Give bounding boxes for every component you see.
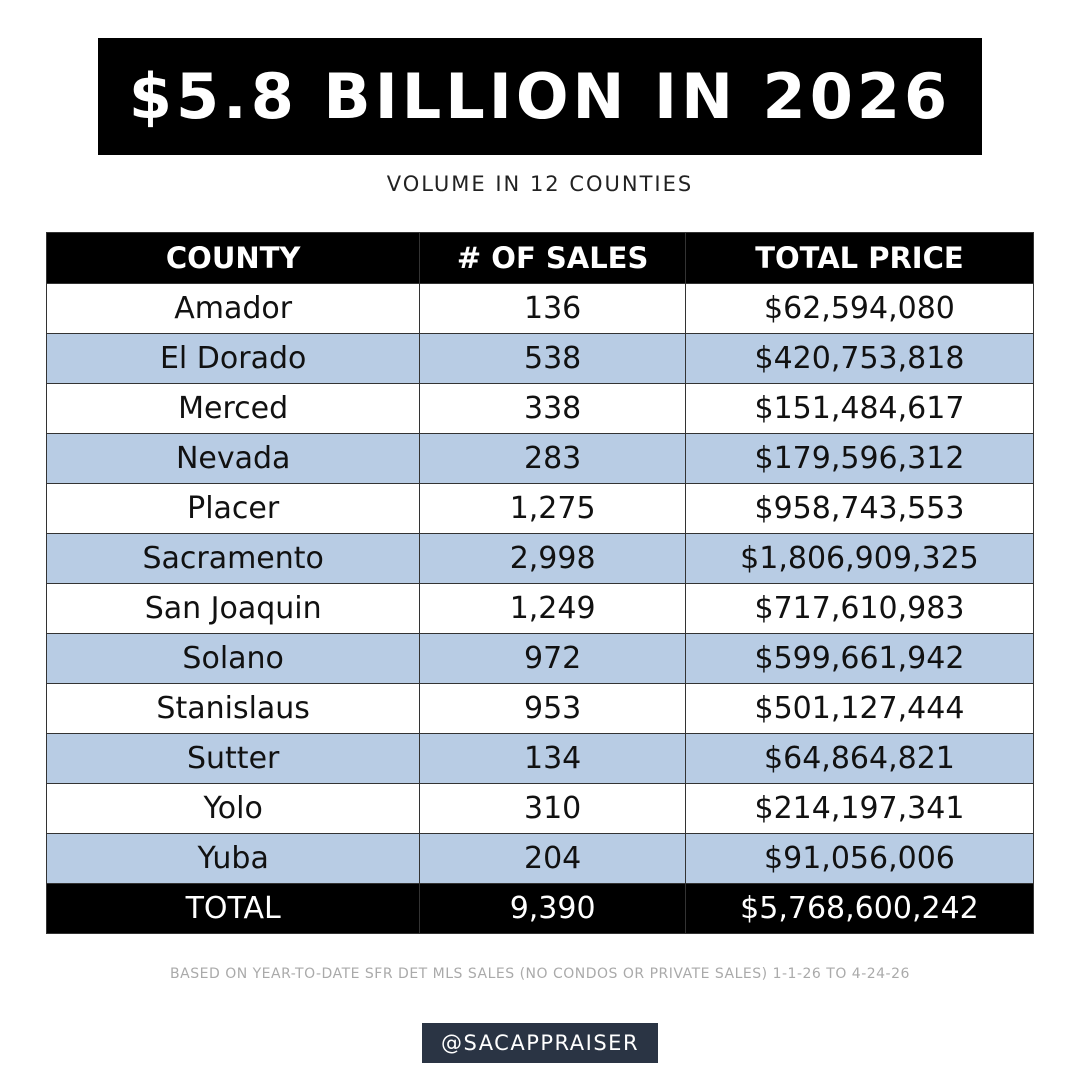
table-cell: $64,864,821 (684, 733, 1035, 784)
table-row: Sutter 134 $64,864,821 (45, 733, 1035, 784)
column-header: # OF SALES (419, 232, 686, 284)
table-cell: 1,249 (419, 583, 686, 634)
table-cell: 136 (419, 283, 686, 334)
table-cell: 134 (419, 733, 686, 784)
table-cell: 283 (419, 433, 686, 484)
table-cell: $958,743,553 (684, 483, 1035, 534)
table-row: Placer 1,275 $958,743,553 (45, 483, 1035, 534)
table-cell: 2,998 (419, 533, 686, 584)
total-cell: TOTAL (45, 883, 421, 934)
table-cell: 972 (419, 633, 686, 684)
table-cell: 538 (419, 333, 686, 384)
subtitle: VOLUME IN 12 COUNTIES (386, 172, 694, 196)
table-cell: 953 (419, 683, 686, 734)
table-cell: $214,197,341 (684, 783, 1035, 834)
table-cell: Stanislaus (45, 683, 421, 734)
table-cell: Placer (45, 483, 421, 534)
table-row: Yuba 204 $91,056,006 (45, 833, 1035, 884)
table-cell: $501,127,444 (684, 683, 1035, 734)
table-cell: $62,594,080 (684, 283, 1035, 334)
table-row: Stanislaus 953 $501,127,444 (45, 683, 1035, 734)
total-cell: 9,390 (419, 883, 686, 934)
table-row: Nevada 283 $179,596,312 (45, 433, 1035, 484)
table-row: Sacramento 2,998 $1,806,909,325 (45, 533, 1035, 584)
table-cell: $1,806,909,325 (684, 533, 1035, 584)
table-cell: El Dorado (45, 333, 421, 384)
table-row: Solano 972 $599,661,942 (45, 633, 1035, 684)
table-cell: $91,056,006 (684, 833, 1035, 884)
footnote: BASED ON YEAR-TO-DATE SFR DET MLS SALES … (170, 966, 910, 982)
table-row: Amador 136 $62,594,080 (45, 283, 1035, 334)
table-cell: Solano (45, 633, 421, 684)
table-row: Yolo 310 $214,197,341 (45, 783, 1035, 834)
table-cell: Amador (45, 283, 421, 334)
table-cell: 310 (419, 783, 686, 834)
handle: @SACAPPRAISER (422, 1023, 658, 1063)
table-cell: $599,661,942 (684, 633, 1035, 684)
table-cell: Merced (45, 383, 421, 434)
table-cell: 204 (419, 833, 686, 884)
table-row: San Joaquin 1,249 $717,610,983 (45, 583, 1035, 634)
table-cell: $420,753,818 (684, 333, 1035, 384)
table-cell: $179,596,312 (684, 433, 1035, 484)
table-cell: $151,484,617 (684, 383, 1035, 434)
table-cell: Sutter (45, 733, 421, 784)
table-cell: Yolo (45, 783, 421, 834)
table-cell: Sacramento (45, 533, 421, 584)
table-cell: 1,275 (419, 483, 686, 534)
total-row: TOTAL 9,390 $5,768,600,242 (45, 883, 1035, 934)
total-cell: $5,768,600,242 (684, 883, 1035, 934)
table-cell: San Joaquin (45, 583, 421, 634)
table-cell: 338 (419, 383, 686, 434)
column-header: TOTAL PRICE (684, 232, 1035, 284)
header-row: COUNTY # OF SALES TOTAL PRICE (45, 232, 1035, 284)
title: $5.8 BILLION IN 2026 (98, 38, 982, 155)
table-cell: Yuba (45, 833, 421, 884)
table-cell: Nevada (45, 433, 421, 484)
table-cell: $717,610,983 (684, 583, 1035, 634)
table-row: El Dorado 538 $420,753,818 (45, 333, 1035, 384)
table-row: Merced 338 $151,484,617 (45, 383, 1035, 434)
sales-table: COUNTY # OF SALES TOTAL PRICE Amador 136 $62,… (45, 232, 1035, 934)
column-header: COUNTY (45, 232, 421, 284)
